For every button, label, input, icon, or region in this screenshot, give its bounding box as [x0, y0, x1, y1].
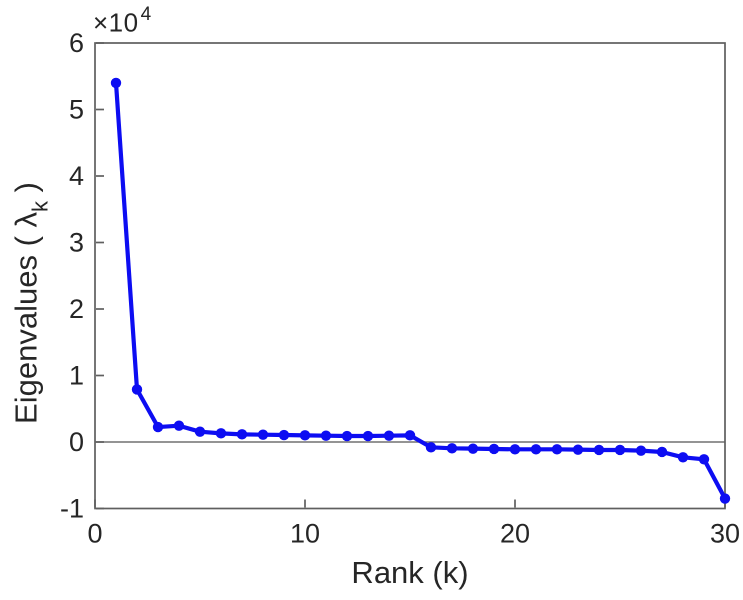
data-point-marker	[467, 443, 479, 454]
y-tick-label: -1	[60, 494, 84, 524]
data-point-marker	[215, 428, 227, 439]
eigenvalue-line	[113, 80, 728, 501]
y-tick-label: 5	[69, 95, 84, 125]
data-point-marker	[593, 444, 605, 456]
data-point-marker	[341, 430, 353, 442]
data-point-marker	[614, 444, 626, 456]
data-point-marker	[446, 443, 458, 454]
data-point-marker	[488, 443, 500, 455]
data-point-marker	[635, 445, 647, 456]
data-point-marker	[551, 444, 563, 455]
data-point-marker	[677, 452, 689, 463]
exponent-power: 4	[140, 4, 152, 25]
y-tick-label: 0	[69, 427, 84, 457]
y-label-text: Eigenvalues (	[8, 227, 44, 424]
y-tick-label: 3	[69, 228, 84, 258]
data-point-marker	[572, 444, 584, 455]
data-point-marker	[719, 493, 731, 504]
data-point-marker	[173, 420, 185, 431]
data-point-marker	[299, 430, 311, 441]
y-tick-label: 1	[69, 361, 84, 391]
data-point-marker	[194, 426, 206, 437]
data-point-marker	[698, 454, 710, 465]
data-point-marker	[362, 430, 374, 442]
y-ticks: -1 0 1 2 3 4 5 6	[60, 28, 104, 524]
data-point-marker	[425, 442, 437, 453]
data-point-marker	[656, 446, 668, 458]
axes-frame	[94, 42, 726, 510]
y-tick-label: 6	[69, 28, 84, 58]
x-tick-label: 20	[500, 519, 530, 549]
data-point-marker	[278, 429, 290, 441]
data-point-marker	[110, 77, 122, 89]
x-ticks: 0 10 20 30	[87, 499, 740, 549]
exponent-base: ×10	[93, 7, 139, 38]
y-tick-label: 4	[69, 161, 84, 191]
y-tick-label: 2	[69, 294, 84, 324]
data-point-marker	[320, 430, 332, 441]
data-point-marker	[404, 430, 416, 441]
x-tick-label: 30	[710, 519, 740, 549]
data-point-marker	[236, 429, 248, 440]
x-tick-label: 10	[290, 519, 320, 549]
data-point-markers	[110, 77, 731, 504]
x-axis-label: Rank (k)	[351, 555, 469, 590]
lambda-symbol: λ	[8, 211, 44, 228]
data-point-marker	[257, 429, 269, 440]
y-axis-label: Eigenvalues ( λk )	[8, 182, 52, 424]
data-point-marker	[509, 444, 521, 455]
y-axis-exponent-label: ×10 4	[93, 4, 152, 39]
data-point-marker	[152, 421, 164, 433]
y-label-suffix: )	[8, 182, 44, 201]
data-point-marker	[383, 430, 395, 441]
x-tick-label: 0	[87, 519, 102, 549]
data-point-marker	[131, 384, 143, 395]
data-point-marker	[530, 444, 542, 455]
lambda-subscript: k	[27, 200, 53, 212]
